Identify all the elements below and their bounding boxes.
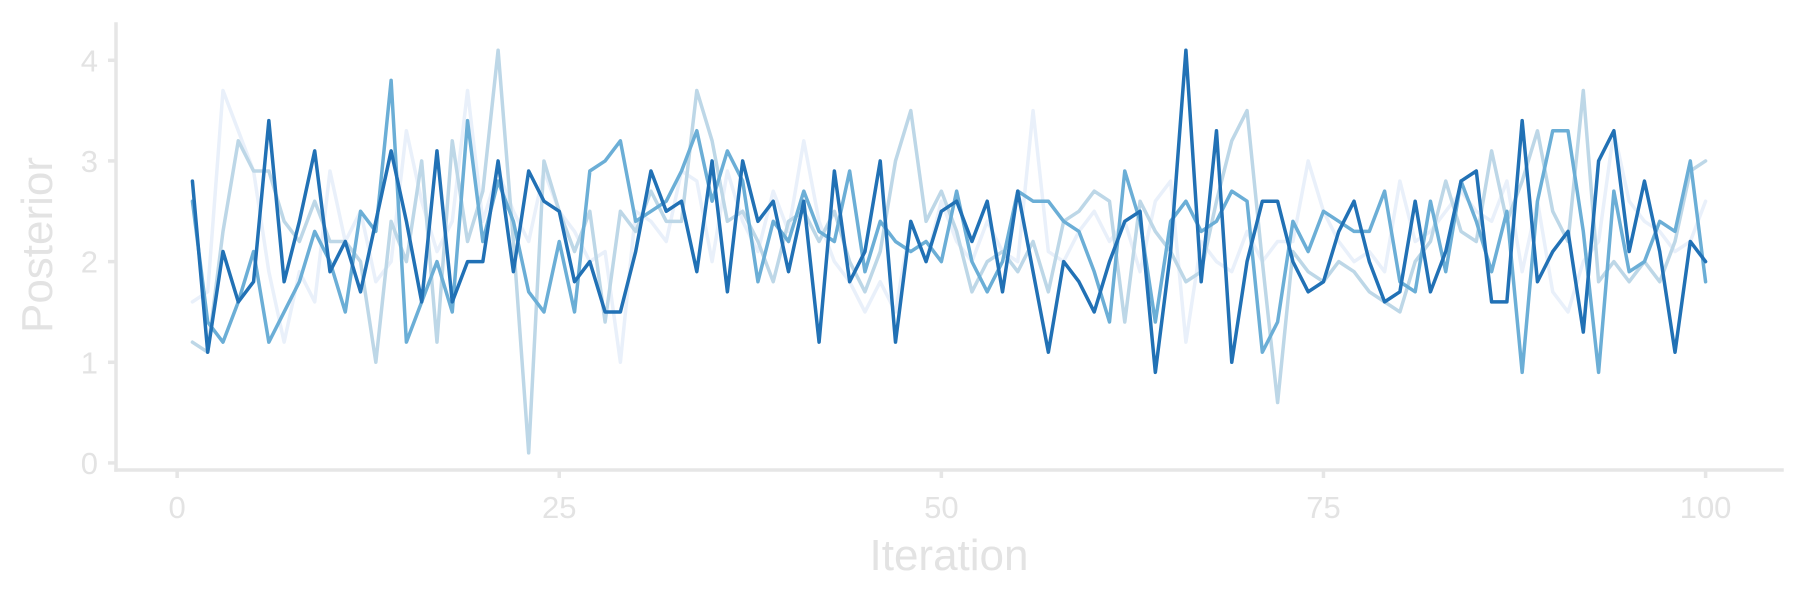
x-axis-ticks: 0 25 50 75 100 xyxy=(169,470,1732,525)
series-line-2 xyxy=(190,48,1708,455)
y-tick-label: 2 xyxy=(81,245,98,280)
x-tick-label: 0 xyxy=(169,490,186,525)
x-tick-label: 25 xyxy=(542,490,576,525)
x-tick-label: 50 xyxy=(924,490,958,525)
series-line-3 xyxy=(190,78,1708,375)
series-layer xyxy=(190,48,1708,455)
y-tick-label: 1 xyxy=(81,345,98,380)
y-tick-label: 3 xyxy=(81,144,98,179)
x-tick-label: 100 xyxy=(1680,490,1732,525)
axes-layer: 0 1 2 3 4 0 25 50 75 100 xyxy=(81,22,1784,525)
y-tick-label: 4 xyxy=(81,43,98,78)
x-tick-label: 75 xyxy=(1306,490,1340,525)
series-line-4 xyxy=(190,48,1708,375)
y-axis-ticks: 0 1 2 3 4 xyxy=(81,43,116,481)
x-axis-title: Iteration xyxy=(870,531,1029,580)
y-tick-label: 0 xyxy=(81,446,98,481)
y-axis-title: Posterior xyxy=(13,157,62,333)
